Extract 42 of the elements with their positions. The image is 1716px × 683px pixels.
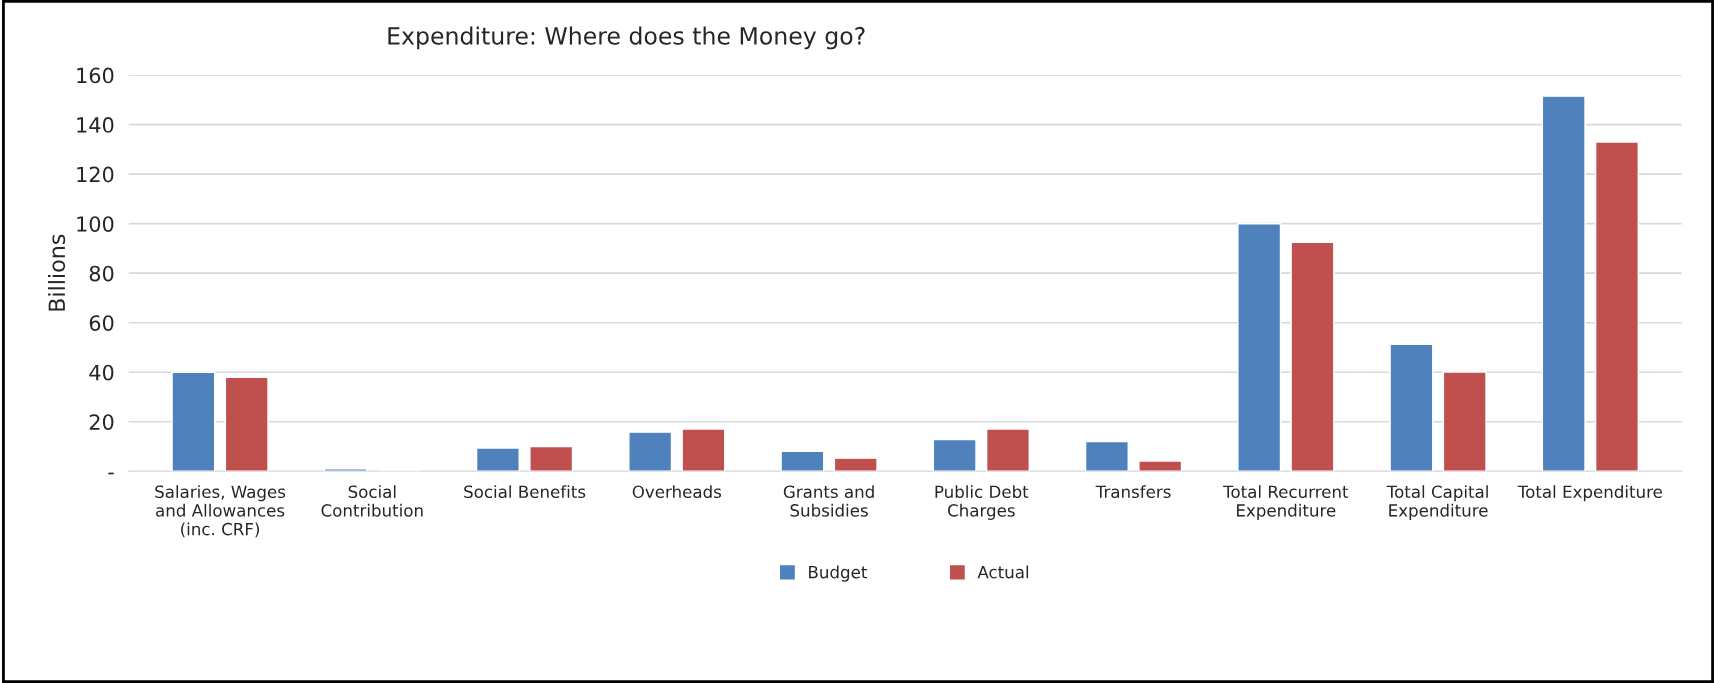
bar bbox=[932, 438, 977, 472]
x-tick-label: Public Debt Charges bbox=[935, 485, 1029, 520]
bar bbox=[171, 371, 216, 472]
bar bbox=[1541, 95, 1586, 472]
legend-label: Budget bbox=[809, 565, 867, 582]
bar bbox=[1442, 371, 1487, 472]
x-tick-label: Salaries, Wages and Allowances (inc. CRF) bbox=[155, 485, 286, 538]
bar bbox=[780, 450, 825, 472]
y-tick-label: 140 bbox=[77, 117, 114, 133]
bar bbox=[681, 428, 726, 472]
bar bbox=[224, 376, 269, 472]
y-tick-label: 100 bbox=[77, 216, 114, 232]
bar bbox=[1290, 241, 1335, 472]
bar bbox=[1138, 460, 1183, 472]
y-tick-label: - bbox=[108, 472, 114, 475]
x-tick-label: Social Contribution bbox=[321, 485, 423, 517]
x-tick-label: Total Expenditure bbox=[1517, 485, 1662, 502]
x-tick-label: Grants and Subsidies bbox=[783, 485, 874, 517]
bar bbox=[475, 447, 520, 472]
bar bbox=[529, 445, 574, 472]
y-tick-label: 80 bbox=[89, 265, 114, 282]
x-tick-label: Overheads bbox=[632, 485, 722, 499]
y-tick-label: 160 bbox=[77, 67, 114, 84]
bar bbox=[833, 457, 878, 472]
y-tick-label: 120 bbox=[77, 166, 114, 183]
chart-title: Expenditure: Where does the Money go? bbox=[388, 26, 865, 50]
bar bbox=[1237, 222, 1282, 472]
bar bbox=[985, 428, 1030, 472]
x-tick-label: Total Capital Expenditure bbox=[1386, 485, 1488, 520]
legend-label: Actual bbox=[977, 565, 1029, 579]
y-axis-title: Billions bbox=[47, 234, 66, 311]
x-tick-label: Transfers bbox=[1095, 485, 1171, 499]
y-tick-label: 20 bbox=[89, 414, 114, 430]
bar bbox=[323, 468, 368, 472]
bar bbox=[628, 431, 673, 472]
bar bbox=[1084, 440, 1129, 472]
bar bbox=[1594, 141, 1639, 472]
y-tick-label: 40 bbox=[89, 364, 114, 381]
y-tick-label: 60 bbox=[89, 315, 114, 331]
bar bbox=[1389, 343, 1434, 472]
x-tick-label: Social Benefits bbox=[464, 485, 586, 499]
x-tick-label: Total Recurrent Expenditure bbox=[1223, 485, 1349, 520]
